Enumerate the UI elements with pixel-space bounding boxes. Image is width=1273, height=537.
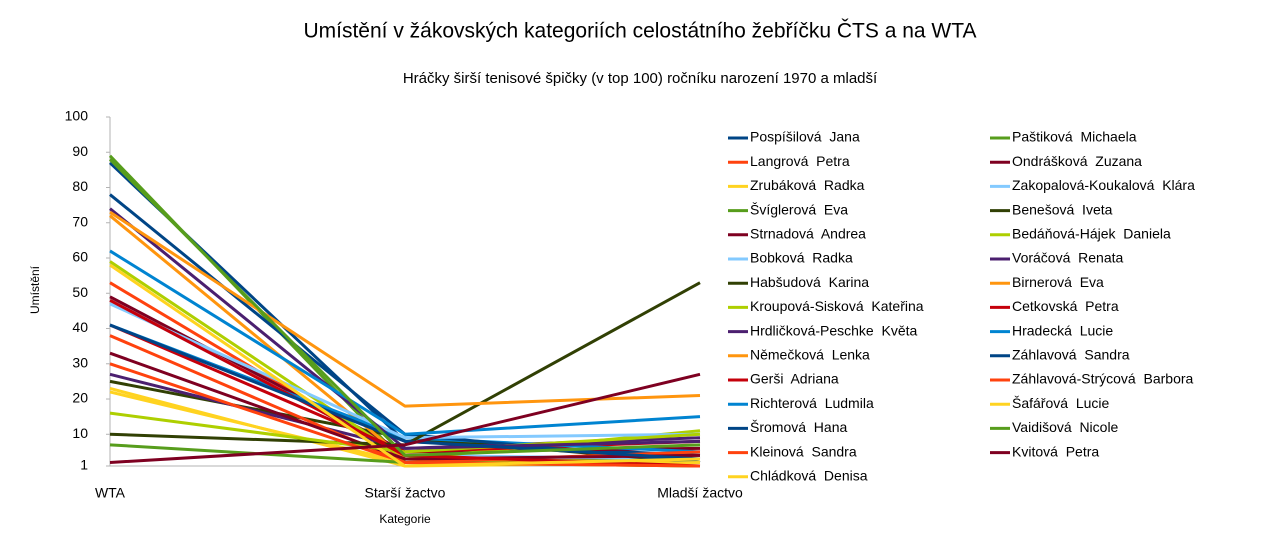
series-line <box>108 158 701 457</box>
legend-label: Šafářová Lucie <box>1012 395 1109 411</box>
series-line <box>109 249 701 436</box>
legend-label: Richterová Ludmila <box>750 395 874 411</box>
x-tick-label: Mladší žactvo <box>657 485 743 501</box>
y-tick-label: 1 <box>80 457 88 473</box>
legend-label: Švíglerová Eva <box>750 201 848 217</box>
x-tick-label: Starší žactvo <box>365 485 446 501</box>
legend-label: Pospíšilová Jana <box>750 129 860 145</box>
legend-label: Benešová Iveta <box>1012 201 1113 217</box>
legend-label: Záhlavová-Strýcová Barbora <box>1012 371 1194 387</box>
legend-label: Zakopalová-Koukalová Klára <box>1012 177 1195 193</box>
legend-label: Chládková Denisa <box>750 468 868 484</box>
series-line <box>109 411 701 454</box>
chart-title: Umístění v žákovských kategoriích celost… <box>303 20 976 43</box>
y-tick-label: 50 <box>72 284 88 300</box>
legend-label: Bedáňová-Hájek Daniela <box>1012 226 1171 242</box>
x-axis-label: Kategorie <box>379 512 431 526</box>
y-tick-label: 100 <box>65 108 89 124</box>
legend-label: Němečková Lenka <box>750 347 870 363</box>
series-line <box>109 210 701 408</box>
x-tick-label: WTA <box>95 485 126 501</box>
y-tick-label: 80 <box>72 178 88 194</box>
legend-label: Voráčová Renata <box>1012 250 1124 266</box>
legend-label: Birnerová Eva <box>1012 274 1104 290</box>
y-tick-label: 90 <box>72 143 88 159</box>
legend-label: Kleinová Sandra <box>750 443 857 459</box>
y-axis-label: Umístění <box>28 265 42 314</box>
legend-label: Hrdličková-Peschke Květa <box>750 322 918 338</box>
series-line <box>109 351 701 461</box>
legend-label: Hradecká Lucie <box>1012 322 1113 338</box>
legend-label: Habšudová Karina <box>750 274 869 290</box>
legend-label: Strnadová Andrea <box>750 226 866 242</box>
y-tick-label: 70 <box>72 213 88 229</box>
y-tick-label: 40 <box>72 319 88 335</box>
legend-label: Bobková Radka <box>750 250 853 266</box>
series-line <box>108 154 701 464</box>
series-line <box>109 302 701 440</box>
y-tick-label: 20 <box>72 390 88 406</box>
legend-label: Ondrášková Zuzana <box>1012 153 1142 169</box>
series-line <box>109 362 701 468</box>
chart-subtitle: Hráčky širší tenisové špičky (v top 100)… <box>403 70 878 87</box>
legend-label: Kroupová-Sisková Kateřina <box>750 298 924 314</box>
legend-label: Paštiková Michaela <box>1012 129 1137 145</box>
legend-label: Gerši Adriana <box>750 371 839 387</box>
series-line <box>109 263 701 468</box>
legend-label: Kvitová Petra <box>1012 443 1099 459</box>
legend-label: Cetkovská Petra <box>1012 298 1119 314</box>
y-tick-label: 60 <box>72 249 88 265</box>
series-line <box>109 323 701 461</box>
y-tick-label: 10 <box>72 425 88 441</box>
legend-label: Zrubáková Radka <box>750 177 865 193</box>
y-tick-label: 30 <box>72 354 88 370</box>
series-line <box>109 372 701 464</box>
legend-label: Langrová Petra <box>750 153 850 169</box>
legend-label: Vaidišová Nicole <box>1012 419 1119 435</box>
legend-label: Záhlavová Sandra <box>1012 347 1130 363</box>
series-line <box>109 207 701 450</box>
legend-label: Šromová Hana <box>750 419 847 435</box>
